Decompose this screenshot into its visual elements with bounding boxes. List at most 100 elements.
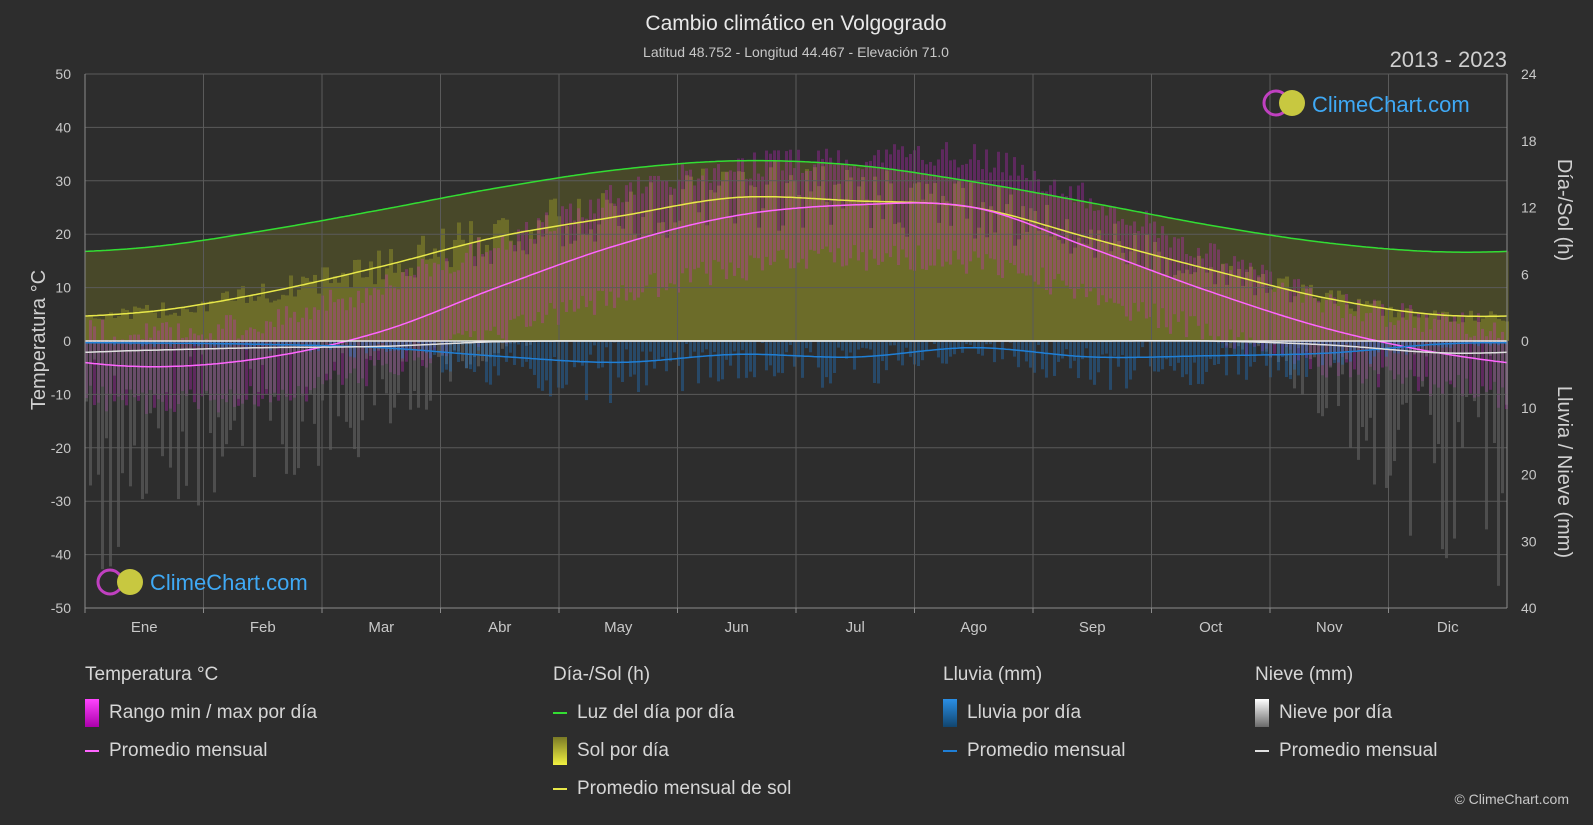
daylight-day-bar [161,245,165,341]
snow-day-bar [1373,341,1376,485]
y-left-tick-label: 50 [55,66,71,82]
rain-day-bar [1109,341,1112,390]
temp-range-day-bar [497,247,500,335]
legend-label: Promedio mensual de sol [577,778,792,799]
temp-range-day-bar [657,175,660,298]
sun-day-bar [417,244,421,341]
daylight-day-bar [253,232,257,341]
rain-day-bar [677,341,680,366]
sun-day-bar [341,272,345,341]
daylight-day-bar [349,215,353,341]
snow-day-bar [1385,341,1388,488]
temp-range-day-bar [685,170,688,269]
snow-day-bar [437,341,440,357]
sun-day-bar [817,186,821,341]
snow-day-bar [333,341,336,362]
rain-day-bar [749,341,752,372]
x-tick-label: Dic [1437,619,1459,636]
rain-day-bar [1377,341,1380,353]
sun-day-bar [1289,302,1293,341]
temp-range-day-bar [297,322,300,387]
temp-range-day-bar [1117,221,1120,304]
sun-day-bar [1025,231,1029,341]
snow-day-bar [169,341,172,468]
sun-day-bar [1201,267,1205,341]
sun-day-bar [1189,274,1193,341]
temp-range-day-bar [397,289,400,376]
snow-day-bar [381,341,384,380]
sun-day-bar [917,182,921,341]
sun-day-bar [449,267,453,341]
snow-day-bar [469,341,472,365]
legend-item-rain: Lluvia por día [943,698,1125,728]
logo-bottom[interactable]: ClimeChart.com [96,568,308,596]
sun-day-bar [645,211,649,341]
sun-day-bar [757,227,761,341]
sun-day-bar [1157,251,1161,341]
daylight-day-bar [1317,241,1321,341]
sun-day-bar [457,222,461,341]
sun-day-bar [573,240,577,341]
sun-day-bar [1453,321,1457,341]
temp-range-day-bar [1213,243,1216,341]
rain-day-bar [1325,341,1328,346]
sun-day-bar [1349,308,1353,341]
daylight-day-bar [1345,245,1349,341]
rain-day-bar [209,341,212,348]
legend-item-daylight: Luz del día por día [553,698,791,728]
sun-day-bar [325,267,329,341]
rain-day-bar [889,341,892,346]
rain-day-bar [545,341,548,381]
temp-range-day-bar [717,164,720,262]
sun-day-bar [529,230,533,341]
sun-day-bar [1033,211,1037,341]
daylight-day-bar [1353,245,1357,341]
rain-day-bar [917,341,920,367]
sun-day-bar [641,217,645,341]
sun-day-bar [465,244,469,341]
temp-range-day-bar [989,172,992,259]
temp-range-day-bar [1205,253,1208,324]
temp-range-day-bar [1025,177,1028,276]
sun-day-bar [473,266,477,341]
temp-range-day-bar [933,165,936,266]
temp-range-day-bar [409,276,412,349]
snow-day-bar [1465,341,1468,398]
logo-top[interactable]: ClimeChart.com [1262,89,1470,117]
sun-day-bar [197,305,201,341]
snow-day-bar [1473,341,1476,402]
daylight-day-bar [1489,251,1493,341]
sun-day-bar [1253,295,1257,341]
temp-range-day-bar [89,320,92,386]
temp-range-day-bar [1401,303,1404,384]
temp-range-day-bar [993,167,996,260]
sun-day-bar [1405,308,1409,341]
snow-day-bar [109,341,112,567]
sun-day-bar [241,286,245,341]
rain-day-bar [1129,341,1132,380]
temp-range-day-bar [849,166,852,259]
sun-day-bar [1217,271,1221,341]
rain-day-bar [1113,341,1116,356]
sun-day-bar [513,251,517,341]
snow-day-bar [129,341,132,487]
temp-range-day-bar [1317,300,1320,367]
sun-day-bar [257,296,261,341]
temp-range-day-bar [985,149,988,255]
rain-day-bar [741,341,744,351]
daylight-day-bar [281,227,285,341]
snow-day-bar [273,341,276,397]
sun-day-bar [1329,290,1333,341]
temp-range-day-bar [193,333,196,403]
sun-day-bar [669,194,673,341]
rain-day-bar [429,341,432,359]
daylight-day-bar [373,210,377,341]
chart-title: Cambio climático en Volgogrado [645,12,946,35]
rain-day-bar [629,341,632,377]
rain-day-bar [713,341,716,353]
sun-day-bar [921,199,925,341]
sun-day-bar [277,299,281,341]
sun-day-bar [617,225,621,341]
temp-range-day-bar [225,315,228,403]
rain-day-bar [601,341,604,368]
